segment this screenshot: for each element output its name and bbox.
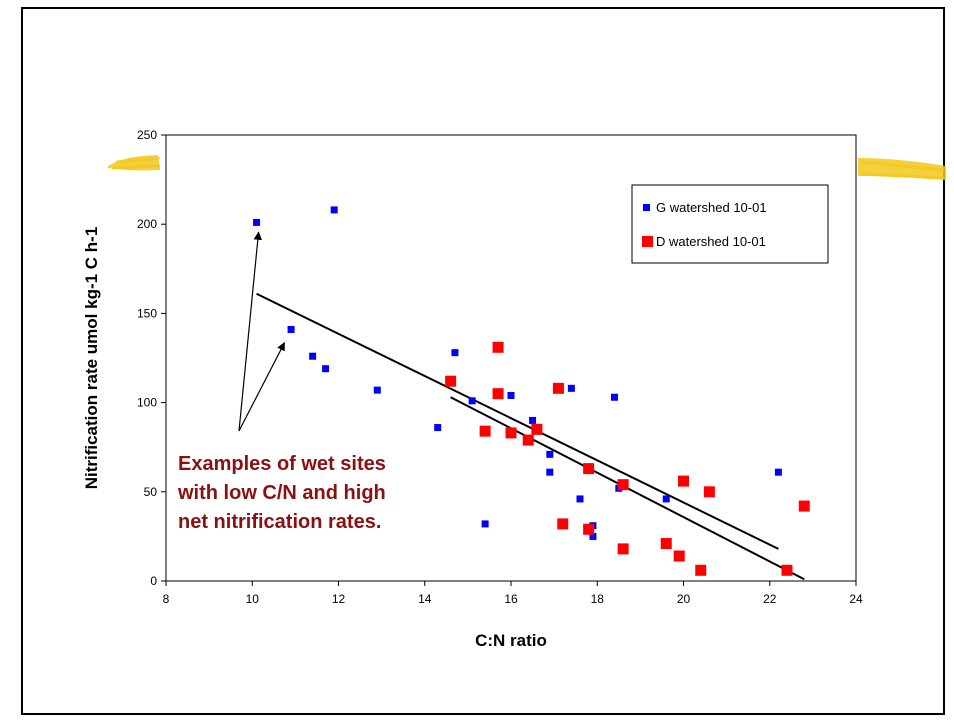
- point-g-watershed: [253, 218, 261, 226]
- legend-label-d-watershed: D watershed 10-01: [656, 234, 766, 249]
- x-tick-label: 22: [763, 592, 777, 606]
- point-g-watershed: [287, 325, 295, 333]
- y-tick-label: 0: [150, 574, 157, 588]
- point-g-watershed: [546, 450, 554, 458]
- point-d-watershed: [583, 463, 595, 475]
- annotation-arrows: [238, 231, 285, 432]
- point-d-watershed: [445, 375, 457, 387]
- y-tick-label: 200: [137, 217, 157, 231]
- y-tick-label: 50: [144, 485, 158, 499]
- trendline-1: [256, 292, 779, 550]
- annotation: Examples of wet sites with low C/N and h…: [177, 453, 386, 533]
- point-g-watershed: [611, 393, 618, 401]
- annotation-line-1: Examples of wet sites: [178, 453, 386, 475]
- point-g-watershed: [529, 416, 537, 424]
- legend: G watershed 10-01 D watershed 10-01: [631, 184, 829, 264]
- x-tick-label: 14: [418, 592, 432, 606]
- x-tick-label: 20: [677, 592, 691, 606]
- point-g-watershed: [451, 349, 459, 357]
- highlighter-stroke-right: [858, 158, 946, 180]
- point-g-watershed: [468, 397, 476, 405]
- x-axis-title: C:N ratio: [475, 631, 547, 650]
- legend-label-g-watershed: G watershed 10-01: [656, 200, 767, 215]
- y-axis: 0 50 100 150 200 250: [137, 128, 166, 588]
- point-d-watershed: [552, 382, 564, 394]
- point-g-watershed: [322, 365, 330, 373]
- point-d-watershed: [531, 423, 543, 435]
- highlighter-stroke-left: [108, 155, 161, 171]
- point-g-watershed: [481, 520, 489, 528]
- point-d-watershed: [695, 564, 707, 576]
- x-tick-label: 8: [163, 592, 170, 606]
- point-d-watershed: [703, 486, 715, 498]
- point-g-watershed: [330, 206, 338, 214]
- point-d-watershed: [479, 425, 491, 437]
- point-d-watershed: [583, 523, 595, 535]
- point-g-watershed: [662, 495, 670, 503]
- annotation-line-3: net nitrification rates.: [178, 511, 381, 533]
- y-tick-label: 250: [137, 128, 157, 142]
- point-d-watershed: [781, 564, 793, 576]
- x-tick-label: 16: [504, 592, 518, 606]
- x-tick-label: 12: [332, 592, 346, 606]
- point-g-watershed: [507, 391, 515, 399]
- point-g-watershed: [589, 532, 597, 540]
- point-d-watershed: [522, 434, 534, 446]
- point-g-watershed: [434, 424, 442, 432]
- x-tick-label: 18: [591, 592, 605, 606]
- legend-marker-g-watershed: [643, 204, 650, 211]
- y-tick-label: 100: [137, 396, 157, 410]
- y-axis-title: Nitrification rate umol kg-1 C h-1: [82, 227, 101, 490]
- point-d-watershed: [492, 341, 504, 353]
- point-d-watershed: [660, 538, 672, 550]
- x-tick-label: 24: [849, 592, 863, 606]
- point-d-watershed: [505, 427, 517, 439]
- point-g-watershed: [774, 468, 782, 476]
- point-d-watershed: [492, 388, 504, 400]
- x-tick-label: 10: [246, 592, 260, 606]
- point-g-watershed: [546, 468, 554, 476]
- annotation-line-2: with low C/N and high: [177, 482, 386, 504]
- annotation-arrow-2: [238, 342, 285, 432]
- annotation-arrow-1: [238, 231, 263, 432]
- point-d-watershed: [798, 500, 810, 512]
- point-d-watershed: [678, 475, 689, 487]
- y-tick-label: 150: [137, 306, 157, 320]
- x-axis: 8 10 12 14 16 18 20 22 24: [163, 581, 863, 606]
- point-g-watershed: [309, 352, 317, 360]
- slide-frame: [21, 7, 945, 715]
- point-d-watershed: [617, 479, 629, 491]
- point-d-watershed: [673, 550, 685, 562]
- point-g-watershed: [576, 495, 584, 503]
- legend-box: [631, 184, 829, 264]
- point-g-watershed: [373, 386, 381, 394]
- point-g-watershed: [567, 384, 575, 392]
- data-points: [253, 206, 810, 576]
- point-d-watershed: [557, 518, 569, 530]
- point-d-watershed: [617, 543, 629, 555]
- legend-marker-d-watershed: [642, 236, 653, 247]
